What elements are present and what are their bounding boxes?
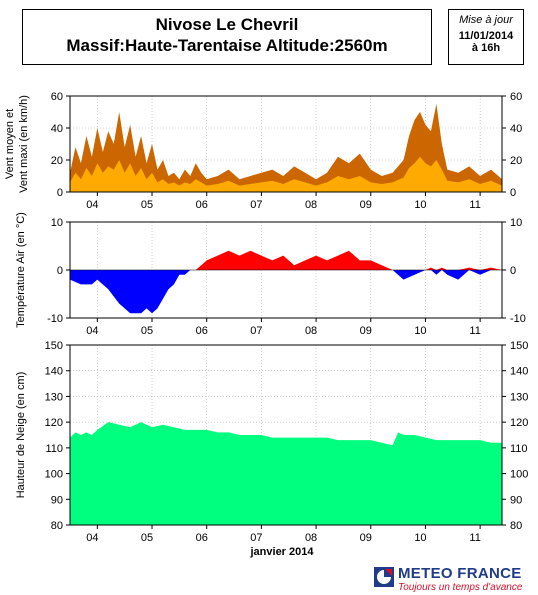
- temperature-positive-area: [70, 250, 502, 270]
- brand-slogan: Toujours un temps d'avance: [398, 582, 523, 593]
- x-tick-label-snow: 04: [86, 532, 98, 544]
- y-tick-label-left-temp: -10: [47, 313, 63, 325]
- chart-title: Nivose Le Chevril: [155, 15, 299, 34]
- y-tick-label-right-wind: 60: [510, 91, 522, 103]
- y-tick-label-right-temp: 10: [510, 217, 522, 229]
- y-tick-label-left-snow: 150: [45, 340, 63, 352]
- y-tick-label-right-snow: 150: [510, 340, 528, 352]
- y-tick-label-right-snow: 100: [510, 469, 528, 481]
- y-axis-label-wind-line1: Vent moyen et: [4, 109, 16, 179]
- x-tick-label-temp: 05: [141, 325, 153, 337]
- panel-snow-frame: [69, 344, 503, 526]
- x-axis-label: janvier 2014: [250, 546, 315, 558]
- y-axis-label-snow: Hauteur de Neige (en cm): [15, 372, 27, 499]
- meteo-france-logo-icon: [374, 567, 394, 587]
- update-box: Mise à jour 11/01/2014 à 16h: [448, 9, 524, 65]
- panel-wind-frame: [69, 95, 503, 193]
- x-tick-label-snow: 08: [305, 532, 317, 544]
- y-tick-label-left-snow: 110: [45, 443, 63, 455]
- y-tick-label-right-snow: 120: [510, 417, 528, 429]
- x-tick-label-snow: 09: [360, 532, 372, 544]
- x-tick-label-wind: 04: [86, 199, 98, 211]
- y-tick-label-right-snow: 90: [510, 494, 522, 506]
- y-axis-label-wind-line2: Vent maxi (en km/h): [18, 95, 30, 193]
- y-tick-label-right-wind: 20: [510, 155, 522, 167]
- y-tick-label-left-wind: 60: [51, 91, 63, 103]
- y-tick-label-left-snow: 120: [45, 417, 63, 429]
- x-tick-label-wind: 08: [305, 199, 317, 211]
- x-tick-label-snow: 05: [141, 532, 153, 544]
- snow-depth-area: [70, 422, 502, 525]
- x-tick-label-snow: 06: [196, 532, 208, 544]
- y-axis-label-temp: Température Air (en °C): [15, 212, 27, 328]
- y-tick-label-right-snow: 110: [510, 443, 528, 455]
- y-tick-label-right-temp: -10: [510, 313, 526, 325]
- x-tick-label-temp: 10: [414, 325, 426, 337]
- x-tick-label-wind: 05: [141, 199, 153, 211]
- x-tick-label-wind: 11: [469, 199, 480, 211]
- update-date-line1: 11/01/2014: [458, 30, 514, 42]
- x-tick-label-temp: 11: [469, 325, 480, 337]
- update-date: 11/01/2014 à 16h: [449, 30, 523, 54]
- meteo-france-logo: METEO FRANCE Toujours un temps d'avance: [372, 565, 538, 593]
- y-tick-label-left-snow: 140: [45, 366, 63, 378]
- y-tick-label-right-temp: 0: [510, 265, 516, 277]
- x-tick-label-snow: 10: [414, 532, 426, 544]
- y-tick-label-right-wind: 40: [510, 123, 522, 135]
- chart-subtitle: Massif:Haute-Tarentaise Altitude:2560m: [66, 36, 388, 55]
- x-tick-label-temp: 09: [360, 325, 372, 337]
- y-tick-label-left-snow: 90: [51, 494, 63, 506]
- x-tick-label-snow: 07: [250, 532, 262, 544]
- x-tick-label-wind: 06: [196, 199, 208, 211]
- y-tick-label-left-snow: 80: [51, 520, 63, 532]
- x-tick-label-temp: 08: [305, 325, 317, 337]
- y-tick-label-left-wind: 40: [51, 123, 63, 135]
- y-tick-label-right-wind: 0: [510, 187, 516, 199]
- update-date-line2: à 16h: [471, 42, 501, 54]
- x-tick-label-temp: 07: [250, 325, 262, 337]
- y-tick-label-right-snow: 80: [510, 520, 522, 532]
- y-tick-label-left-snow: 130: [45, 391, 63, 403]
- x-tick-label-wind: 10: [414, 199, 426, 211]
- x-tick-label-snow: 11: [469, 532, 480, 544]
- y-tick-label-right-snow: 140: [510, 366, 528, 378]
- y-tick-label-right-snow: 130: [510, 391, 528, 403]
- y-tick-label-left-wind: 20: [51, 155, 63, 167]
- x-tick-label-wind: 07: [250, 199, 262, 211]
- y-tick-label-left-wind: 0: [57, 187, 63, 199]
- title-box: Nivose Le Chevril Massif:Haute-Tarentais…: [22, 9, 432, 65]
- x-tick-label-wind: 09: [360, 199, 372, 211]
- update-caption: Mise à jour: [459, 14, 513, 26]
- brand-name: METEO FRANCE: [398, 565, 522, 582]
- y-tick-label-left-temp: 10: [51, 217, 63, 229]
- wind-mean-area: [70, 156, 502, 192]
- y-tick-label-left-temp: 0: [57, 265, 63, 277]
- x-tick-label-temp: 06: [196, 325, 208, 337]
- y-tick-label-left-snow: 100: [45, 469, 63, 481]
- x-tick-label-temp: 04: [86, 325, 98, 337]
- temperature-negative-area: [70, 270, 502, 314]
